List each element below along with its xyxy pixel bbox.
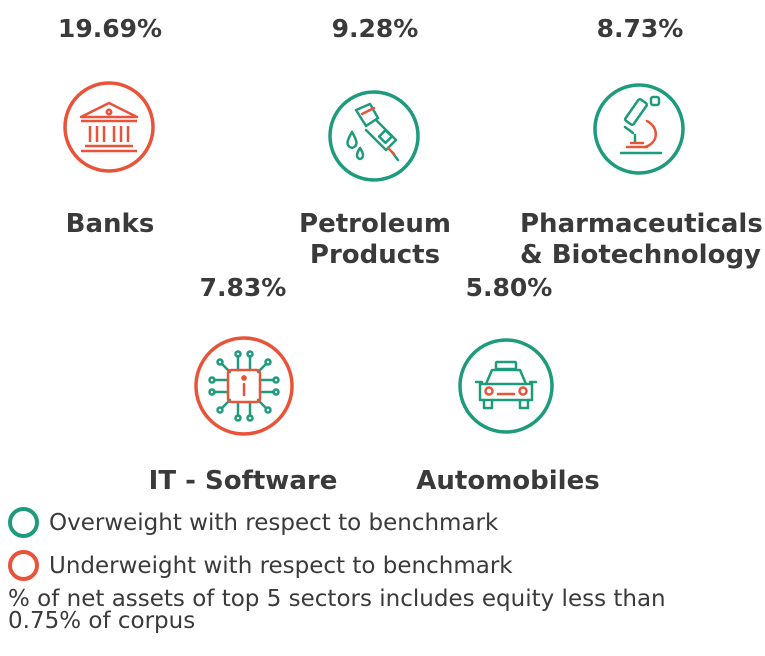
automobiles-percent: 5.80% — [465, 273, 553, 302]
footnote-line-2: 0.75% of corpus — [8, 608, 196, 634]
car-icon — [456, 336, 556, 436]
overweight-label: Overweight with respect to benchmark — [49, 509, 499, 536]
banks-percent: 19.69% — [57, 14, 163, 43]
legend-overweight: Overweight with respect to benchmark — [8, 507, 498, 538]
footnote-line-1: % of net assets of top 5 sectors include… — [8, 586, 666, 612]
legend-underweight: Underweight with respect to benchmark — [8, 550, 513, 581]
underweight-label: Underweight with respect to benchmark — [49, 552, 513, 579]
it-software-percent: 7.83% — [199, 273, 287, 302]
automobiles-label: Automobiles — [416, 466, 600, 496]
it-software-label: IT - Software — [148, 466, 338, 496]
bank-icon — [61, 79, 157, 175]
fuel-nozzle-icon — [326, 88, 422, 184]
petroleum-label: Petroleum Products — [299, 209, 451, 270]
footnote: % of net assets of top 5 sectors include… — [8, 586, 748, 634]
pharma-percent: 8.73% — [596, 14, 684, 43]
banks-label: Banks — [65, 209, 155, 239]
pharma-label: Pharmaceuticals & Biotechnology — [520, 209, 763, 270]
chip-info-icon — [192, 334, 296, 438]
microscope-icon — [591, 81, 687, 177]
underweight-circle-icon — [8, 550, 39, 581]
petroleum-percent: 9.28% — [331, 14, 419, 43]
overweight-circle-icon — [8, 507, 39, 538]
